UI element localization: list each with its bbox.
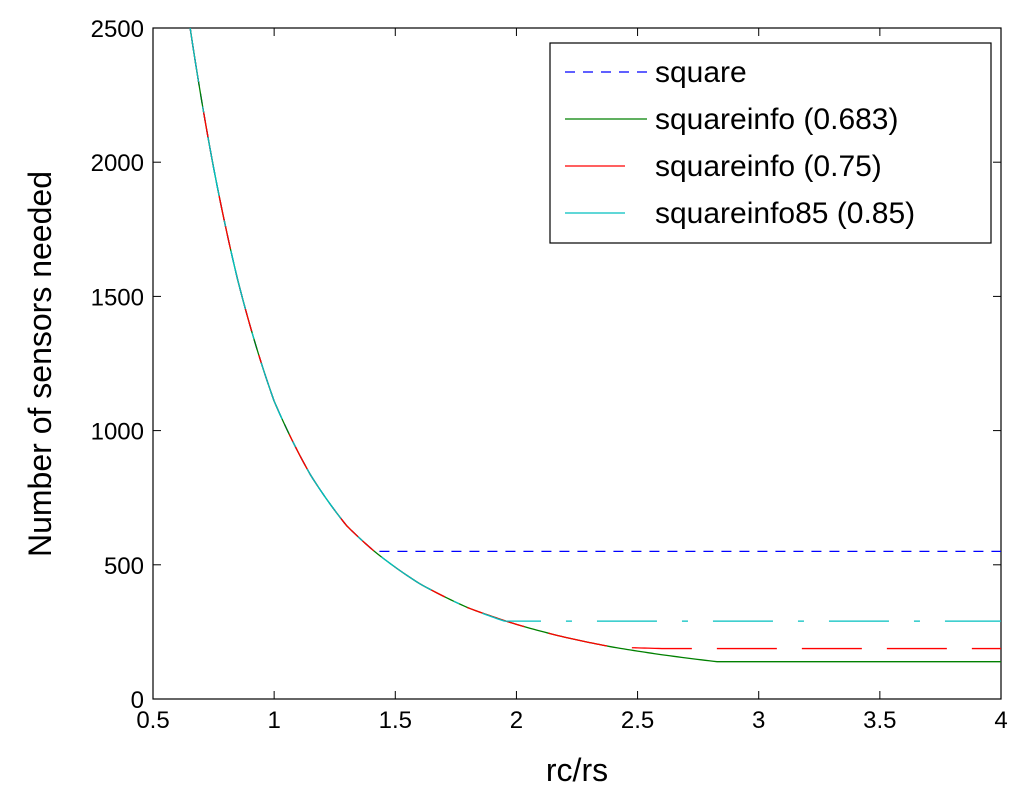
x-axis-label: rc/rs bbox=[546, 752, 608, 788]
y-axis-label: Number of sensors needed bbox=[22, 171, 58, 557]
y-tick-label: 1000 bbox=[91, 419, 144, 446]
x-tick-label: 4 bbox=[994, 707, 1007, 734]
y-tick-label: 500 bbox=[104, 553, 144, 580]
axis-ticks bbox=[152, 27, 1002, 700]
legend-label: squareinfo (0.75) bbox=[655, 150, 882, 183]
series-line-3 bbox=[189, 28, 1001, 622]
x-tick-label: 2 bbox=[510, 707, 523, 734]
series-line-0 bbox=[189, 28, 1001, 553]
x-tick-label: 3 bbox=[752, 707, 765, 734]
x-tick-label: 3.5 bbox=[863, 707, 896, 734]
series-lines bbox=[189, 28, 1001, 663]
y-tick-label: 1500 bbox=[91, 284, 144, 311]
y-tick-label: 0 bbox=[131, 687, 144, 714]
legend-label: square bbox=[655, 56, 747, 89]
legend-label: squareinfo (0.683) bbox=[655, 103, 899, 136]
legend-box bbox=[549, 42, 992, 244]
x-tick-label: 1.5 bbox=[379, 707, 412, 734]
axis-tick-labels: 0.5 1 1.5 2 2.5 3 3.5 4 0 500 1000 1500 2000 2500 bbox=[91, 16, 1008, 734]
legend: square squareinfo (0.683) squareinfo (0.75… bbox=[549, 42, 992, 244]
x-tick-label: 1 bbox=[267, 707, 280, 734]
y-tick-label: 2500 bbox=[91, 16, 144, 43]
legend-label: squareinfo85 (0.85) bbox=[655, 197, 915, 230]
x-tick-label: 0.5 bbox=[136, 707, 169, 734]
y-tick-label: 2000 bbox=[91, 150, 144, 177]
x-tick-label: 2.5 bbox=[621, 707, 654, 734]
